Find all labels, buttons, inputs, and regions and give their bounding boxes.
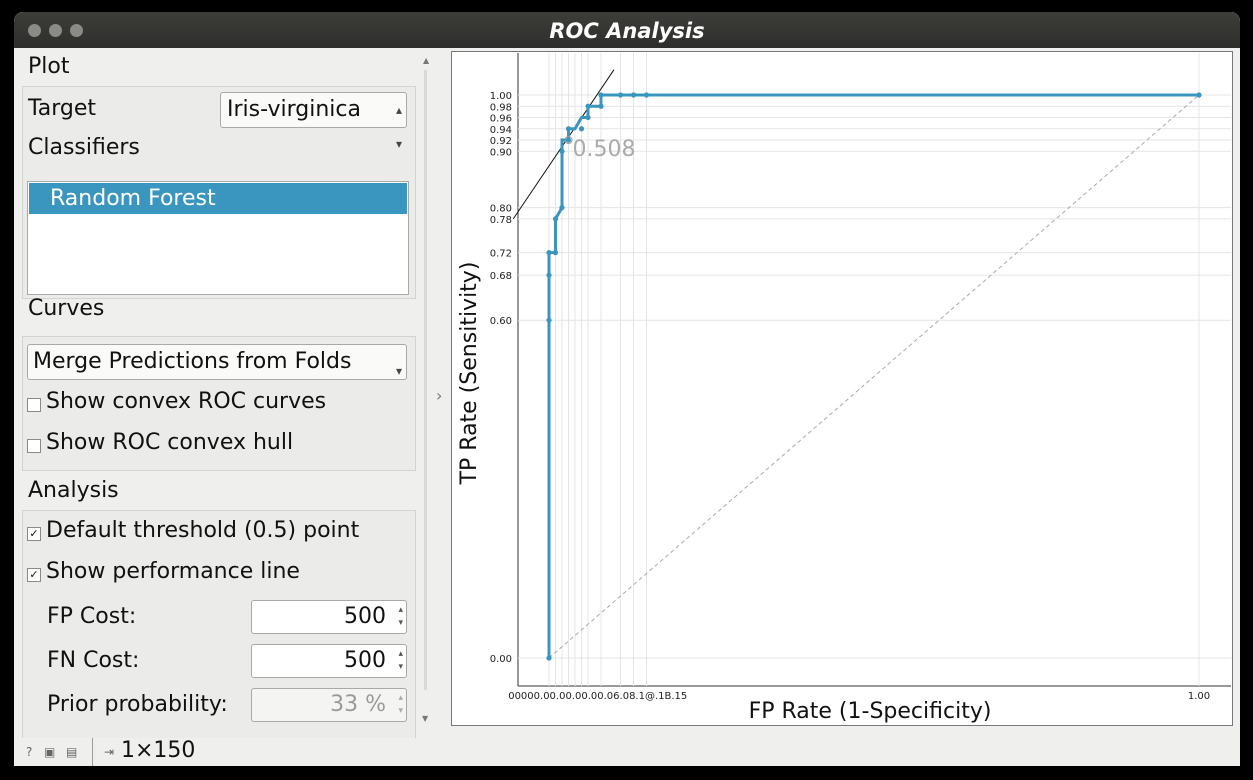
classifiers-label: Classifiers xyxy=(28,135,140,160)
roc-point xyxy=(546,272,552,278)
x-axis-label: FP Rate (1-Specificity) xyxy=(749,699,992,724)
x-tick-label: 1.00 xyxy=(1188,691,1210,702)
spin-arrows-icon[interactable]: ▴ ▾ xyxy=(398,649,403,672)
dropdown-arrow-icon: ▴ ▾ xyxy=(395,103,402,151)
y-tick-label: 0.92 xyxy=(490,136,512,147)
curves-heading: Curves xyxy=(28,296,105,321)
roc-point xyxy=(1196,92,1202,98)
threshold-label: 0.508 xyxy=(573,137,636,162)
classifier-item[interactable]: Random Forest xyxy=(29,183,407,214)
fp-cost-spinbox[interactable]: 500 ▴ ▾ xyxy=(251,600,407,634)
status-bar: ? ▣ ▤ ⇥ 1×150 xyxy=(14,738,1240,766)
default-threshold-checkbox[interactable]: ✓ xyxy=(27,527,41,541)
roc-point xyxy=(546,250,552,256)
save-icon[interactable]: ▣ xyxy=(44,745,56,759)
convex-roc-checkbox[interactable] xyxy=(27,398,41,412)
performance-line-label: Show performance line xyxy=(46,559,300,584)
performance-line xyxy=(512,69,615,220)
roc-point xyxy=(559,148,565,154)
scrollbar-track[interactable] xyxy=(424,70,427,690)
y-tick-label: 0.94 xyxy=(490,125,512,136)
minimize-window-button[interactable] xyxy=(49,24,62,37)
y-tick-label: 0.80 xyxy=(490,204,512,215)
y-tick-label: 0.90 xyxy=(490,147,512,158)
y-axis-label: TP Rate (Sensitivity) xyxy=(457,262,482,486)
data-info: 1×150 xyxy=(121,738,196,763)
merge-value: Merge Predictions from Folds xyxy=(33,349,352,374)
dropdown-arrow-icon: ▾ xyxy=(395,364,402,378)
prior-probability-label: Prior probability: xyxy=(47,692,228,717)
target-select[interactable]: Iris-virginica ▴ ▾ xyxy=(220,92,407,151)
roc-point xyxy=(617,92,624,98)
y-tick-label: 0.72 xyxy=(490,249,512,260)
threshold-point xyxy=(564,136,573,145)
y-tick-label: 1.00 xyxy=(490,91,512,102)
convex-hull-checkbox[interactable] xyxy=(27,439,41,453)
analysis-heading: Analysis xyxy=(28,478,119,503)
fn-cost-spinbox[interactable]: 500 ▴ ▾ xyxy=(251,644,407,678)
close-window-button[interactable] xyxy=(28,24,41,37)
y-tick-label: 0.96 xyxy=(490,114,512,125)
roc-point xyxy=(585,114,591,121)
chance-diagonal xyxy=(548,94,1200,659)
roc-point xyxy=(546,655,552,661)
fn-cost-label: FN Cost: xyxy=(47,648,140,673)
roc-point xyxy=(565,126,572,132)
convex-roc-label: Show convex ROC curves xyxy=(46,389,327,414)
roc-point xyxy=(643,92,650,98)
y-tick-label: 0.98 xyxy=(490,102,512,113)
roc-point xyxy=(559,205,565,211)
roc-point xyxy=(630,92,637,98)
roc-point xyxy=(552,216,559,222)
spin-arrows-icon[interactable]: ▴ ▾ xyxy=(398,693,403,716)
roc-point xyxy=(585,103,591,109)
splitter-arrow-icon[interactable]: › xyxy=(436,386,443,405)
spin-arrows-icon[interactable]: ▴ ▾ xyxy=(398,605,403,628)
roc-point xyxy=(598,103,604,109)
convex-hull-label: Show ROC convex hull xyxy=(46,430,294,455)
target-label: Target xyxy=(28,96,97,121)
x-tick-label: 00000.00.00.00.00.06.08.1@.1B.15 xyxy=(508,691,687,702)
prior-probability-spinbox[interactable]: 33 % ▴ ▾ xyxy=(251,688,407,722)
performance-line-checkbox[interactable]: ✓ xyxy=(27,568,41,582)
target-value: Iris-virginica xyxy=(227,97,361,122)
report-icon[interactable]: ▤ xyxy=(66,745,78,759)
fp-cost-label: FP Cost: xyxy=(47,604,137,629)
fn-cost-value: 500 xyxy=(344,648,386,673)
prior-probability-value: 33 % xyxy=(330,692,386,717)
y-tick-label: 0.68 xyxy=(490,271,512,282)
classifiers-list[interactable]: Random Forest xyxy=(27,181,409,295)
y-tick-label: 0.78 xyxy=(490,215,512,226)
roc-point xyxy=(578,126,585,132)
roc-analysis-window: ROC Analysis Plot Target Iris-virginica … xyxy=(14,12,1240,766)
help-icon[interactable]: ? xyxy=(26,745,33,759)
roc-point xyxy=(565,137,572,143)
scroll-up-icon[interactable]: ▲ xyxy=(423,56,430,65)
roc-point xyxy=(598,92,604,98)
y-tick-label: 0.60 xyxy=(490,316,512,327)
scroll-down-icon[interactable]: ▼ xyxy=(422,714,429,723)
plot-heading: Plot xyxy=(28,54,70,79)
roc-chart: 0.00 0.60 0.68 0.72 0.780.80 0.900.920.940.96… xyxy=(457,53,1231,724)
fp-cost-value: 500 xyxy=(344,604,386,629)
roc-point xyxy=(552,250,559,256)
input-icon[interactable]: ⇥ xyxy=(104,745,115,759)
y-tick-label: 0.00 xyxy=(490,654,512,665)
control-panel: Plot Target Iris-virginica ▴ ▾ Classifier… xyxy=(14,48,431,740)
status-divider xyxy=(92,738,93,766)
roc-point xyxy=(546,317,552,323)
merge-select[interactable]: Merge Predictions from Folds ▾ xyxy=(27,344,407,380)
window-title: ROC Analysis xyxy=(549,19,705,43)
default-threshold-label: Default threshold (0.5) point xyxy=(46,518,360,543)
panel-splitter[interactable]: ▲ ▼ › xyxy=(419,48,442,738)
title-bar: ROC Analysis xyxy=(14,12,1240,48)
classifier-item-label: Random Forest xyxy=(50,186,216,211)
maximize-window-button[interactable] xyxy=(70,24,83,37)
plot-area[interactable]: 0.00 0.60 0.68 0.72 0.78 0.80 0.90 0.92 0.94 0.96… xyxy=(451,51,1233,726)
